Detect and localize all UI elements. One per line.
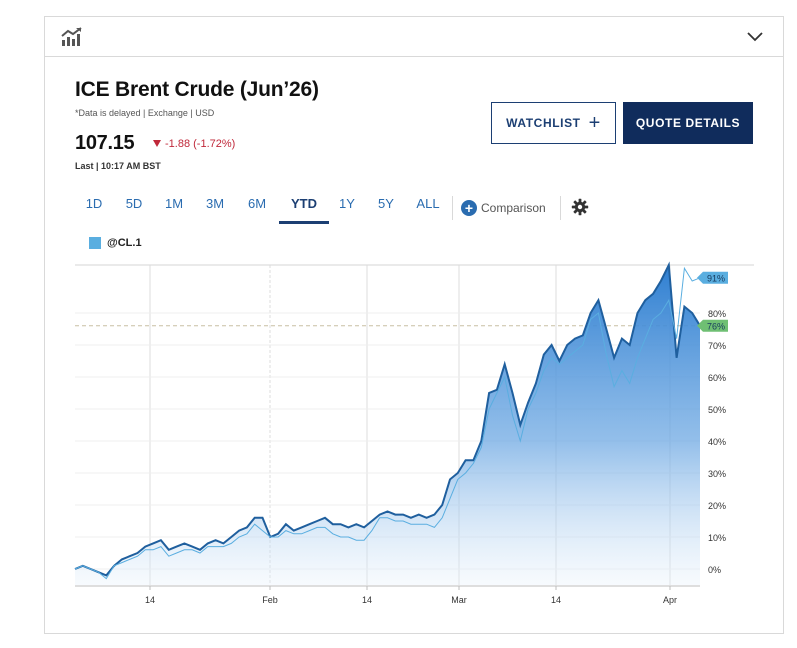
legend-label: @CL.1 — [107, 237, 142, 249]
price-change: -1.88 (-1.72%) — [153, 138, 235, 150]
tab-3m[interactable]: 3M — [205, 196, 225, 211]
tab-divider — [452, 196, 453, 220]
tab-5y[interactable]: 5Y — [378, 196, 394, 211]
quote-details-button[interactable]: QUOTE DETAILS — [623, 102, 753, 144]
chart-legend: @CL.1 — [89, 237, 142, 249]
add-comparison-icon: + — [461, 200, 477, 216]
card-header — [45, 17, 783, 57]
tab-6m[interactable]: 6M — [247, 196, 267, 211]
watchlist-button[interactable]: WATCHLIST + — [491, 102, 616, 144]
comparison-button[interactable]: + Comparison — [461, 196, 546, 220]
comparison-label: Comparison — [481, 201, 546, 215]
bar-chart-trend-icon[interactable] — [61, 27, 83, 47]
gear-icon[interactable] — [571, 198, 589, 216]
tab-1d[interactable]: 1D — [85, 196, 103, 211]
last-price: 107.15 — [75, 132, 135, 154]
legend-swatch — [89, 237, 101, 249]
data-delay-note: *Data is delayed | Exchange | USD — [75, 108, 215, 118]
last-updated: Last | 10:17 AM BST — [75, 161, 161, 171]
price-change-value: -1.88 (-1.72%) — [165, 138, 236, 150]
tab-divider — [560, 196, 561, 220]
watchlist-label: WATCHLIST — [506, 116, 581, 130]
instrument-title: ICE Brent Crude (Jun’26) — [75, 78, 319, 101]
plus-icon: + — [588, 112, 601, 134]
tab-ytd[interactable]: YTD — [279, 196, 329, 224]
tab-all[interactable]: ALL — [416, 196, 440, 211]
chevron-down-icon[interactable] — [745, 28, 765, 44]
tab-1m[interactable]: 1M — [164, 196, 184, 211]
tab-1y[interactable]: 1Y — [339, 196, 355, 211]
tab-5d[interactable]: 5D — [125, 196, 143, 211]
down-arrow-icon — [153, 140, 161, 147]
